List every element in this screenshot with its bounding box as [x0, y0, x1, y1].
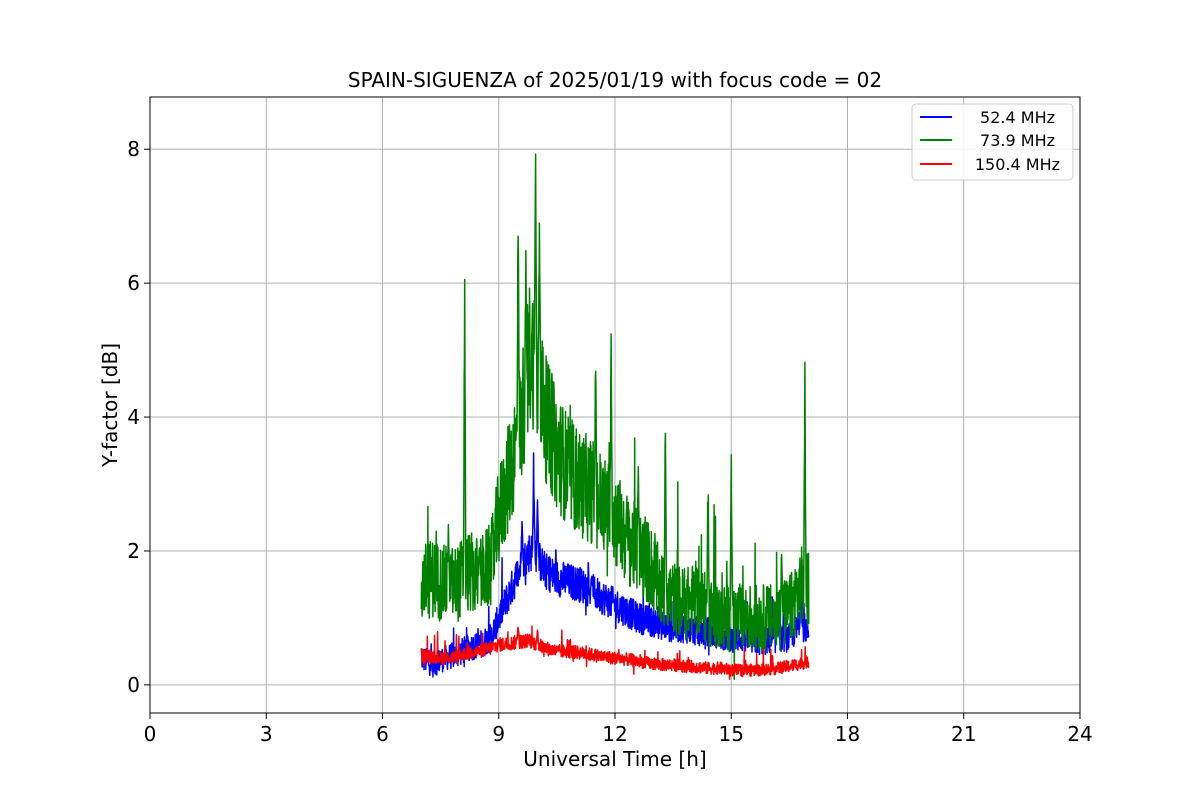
y-tick-label: 2 [127, 539, 140, 563]
x-axis-label: Universal Time [h] [523, 747, 706, 771]
series-layer [420, 153, 810, 680]
legend-label-73-9: 73.9 MHz [975, 131, 1055, 150]
legend-label-52-4: 52.4 MHz [975, 108, 1055, 127]
y-tick-label: 6 [127, 271, 140, 295]
y-axis-label: Y-factor [dB] [98, 343, 122, 468]
x-tick-label: 21 [951, 722, 976, 746]
plot-area [420, 153, 810, 680]
y-axis: 0 2 4 6 8 [127, 137, 150, 697]
y-tick-label: 8 [127, 137, 140, 161]
legend: 52.4 MHz 73.9 MHz 150.4 MHz [911, 103, 1074, 181]
x-axis: 0 3 6 9 12 15 18 21 24 [144, 713, 1093, 746]
x-tick-label: 3 [260, 722, 273, 746]
x-tick-label: 9 [492, 722, 505, 746]
series-150-4-mhz [420, 625, 810, 680]
legend-label-150-4: 150.4 MHz [975, 155, 1060, 174]
y-tick-label: 0 [127, 673, 140, 697]
y-tick-label: 4 [127, 405, 140, 429]
x-tick-label: 0 [144, 722, 157, 746]
x-tick-label: 24 [1067, 722, 1092, 746]
x-tick-label: 12 [602, 722, 627, 746]
x-tick-label: 15 [719, 722, 744, 746]
x-tick-label: 18 [835, 722, 860, 746]
x-tick-label: 6 [376, 722, 389, 746]
series-73-9-mhz [420, 153, 810, 680]
legend-box [911, 103, 1074, 181]
chart-title: SPAIN-SIGUENZA of 2025/01/19 with focus … [348, 68, 882, 92]
